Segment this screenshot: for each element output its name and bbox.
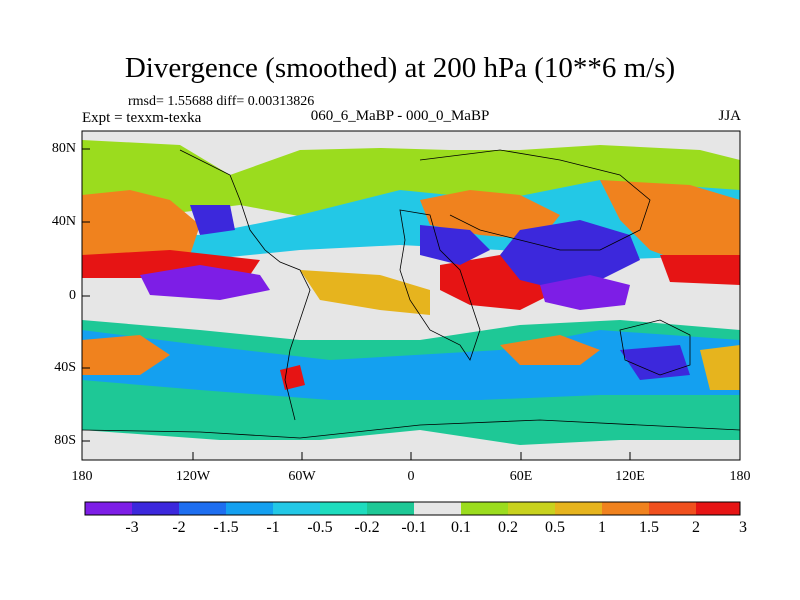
lon-label-120e: 120E [615, 469, 645, 484]
experiment-label: Expt = texxm-texka [82, 110, 202, 126]
lon-label-180e: 180 [729, 469, 751, 484]
purple-east-pacific [140, 265, 270, 300]
lon-label-0: 0 [407, 469, 415, 484]
colorbar [84, 501, 741, 516]
colorbar-label: -0.2 [354, 519, 380, 536]
colorbar-label: -1.5 [213, 519, 239, 536]
colorbar-label: -2 [172, 519, 186, 536]
australia-coast [619, 319, 691, 376]
blue-north-america [190, 205, 235, 235]
colorbar-swatch [320, 502, 367, 515]
purple-indian-ocean [540, 275, 630, 310]
lon-label-120w: 120W [175, 469, 211, 484]
orange-north-pacific [82, 190, 200, 265]
lat-label-80s: 80S [54, 433, 76, 448]
rmsd-diff-text: rmsd= 1.55688 diff= 0.00313826 [128, 94, 315, 109]
colorbar-swatch [602, 502, 649, 515]
colorbar-swatch [461, 502, 508, 515]
antarctica-coast [82, 419, 740, 439]
colorbar-label: -0.5 [307, 519, 333, 536]
lat-label-40s: 40S [54, 360, 76, 375]
colorbar-swatch [555, 502, 602, 515]
plot-title: Divergence (smoothed) at 200 hPa (10**6 … [124, 52, 676, 84]
colorbar-label: 1.5 [639, 519, 659, 536]
lat-label-80n: 80N [51, 141, 76, 156]
period-label: 060_6_MaBP - 000_0_MaBP [310, 108, 490, 124]
orange-south-pacific [82, 335, 170, 375]
colorbar-label: 1 [598, 519, 606, 536]
colorbar-label: 0.1 [451, 519, 471, 536]
colorbar-swatch [226, 502, 273, 515]
colorbar-swatch [179, 502, 226, 515]
blue-south-asia [500, 220, 640, 290]
axis-ticks [82, 148, 631, 460]
colorbar-swatch [649, 502, 696, 515]
yellow-south-pacific-east [700, 345, 740, 390]
lon-label-60w: 60W [288, 469, 316, 484]
lat-label-40n: 40N [51, 214, 76, 229]
colorbar-label: 3 [739, 519, 747, 536]
lat-label-0: 0 [69, 288, 76, 303]
colorbar-swatch [414, 502, 461, 515]
colorbar-label: 2 [692, 519, 700, 536]
eurasia-coast [419, 149, 651, 251]
lon-label-180w: 180 [71, 469, 93, 484]
colorbar-label: 0.2 [498, 519, 518, 536]
colorbar-swatch [508, 502, 555, 515]
africa-coast [399, 209, 481, 361]
americas-coast [179, 149, 311, 421]
blue-north-africa [420, 225, 490, 265]
orange-south-indian [500, 335, 600, 365]
colorbar-swatch [696, 502, 740, 515]
red-west-pacific [660, 255, 740, 285]
coastlines [82, 149, 740, 439]
orange-eurasia [420, 190, 560, 240]
colorbar-label: -3 [125, 519, 139, 536]
season-label: JJA [718, 108, 741, 124]
colorbar-swatch [367, 502, 414, 515]
orange-north-pacific-east [600, 180, 740, 265]
colorbar-label: 0.5 [545, 519, 565, 536]
colorbar-label: -0.1 [401, 519, 427, 536]
colorbar-swatch [85, 502, 132, 515]
colorbar-swatch [273, 502, 320, 515]
lon-label-60e: 60E [509, 469, 533, 484]
yellow-atlantic [300, 270, 430, 315]
colorbar-swatch [132, 502, 179, 515]
colorbar-label: -1 [266, 519, 280, 536]
